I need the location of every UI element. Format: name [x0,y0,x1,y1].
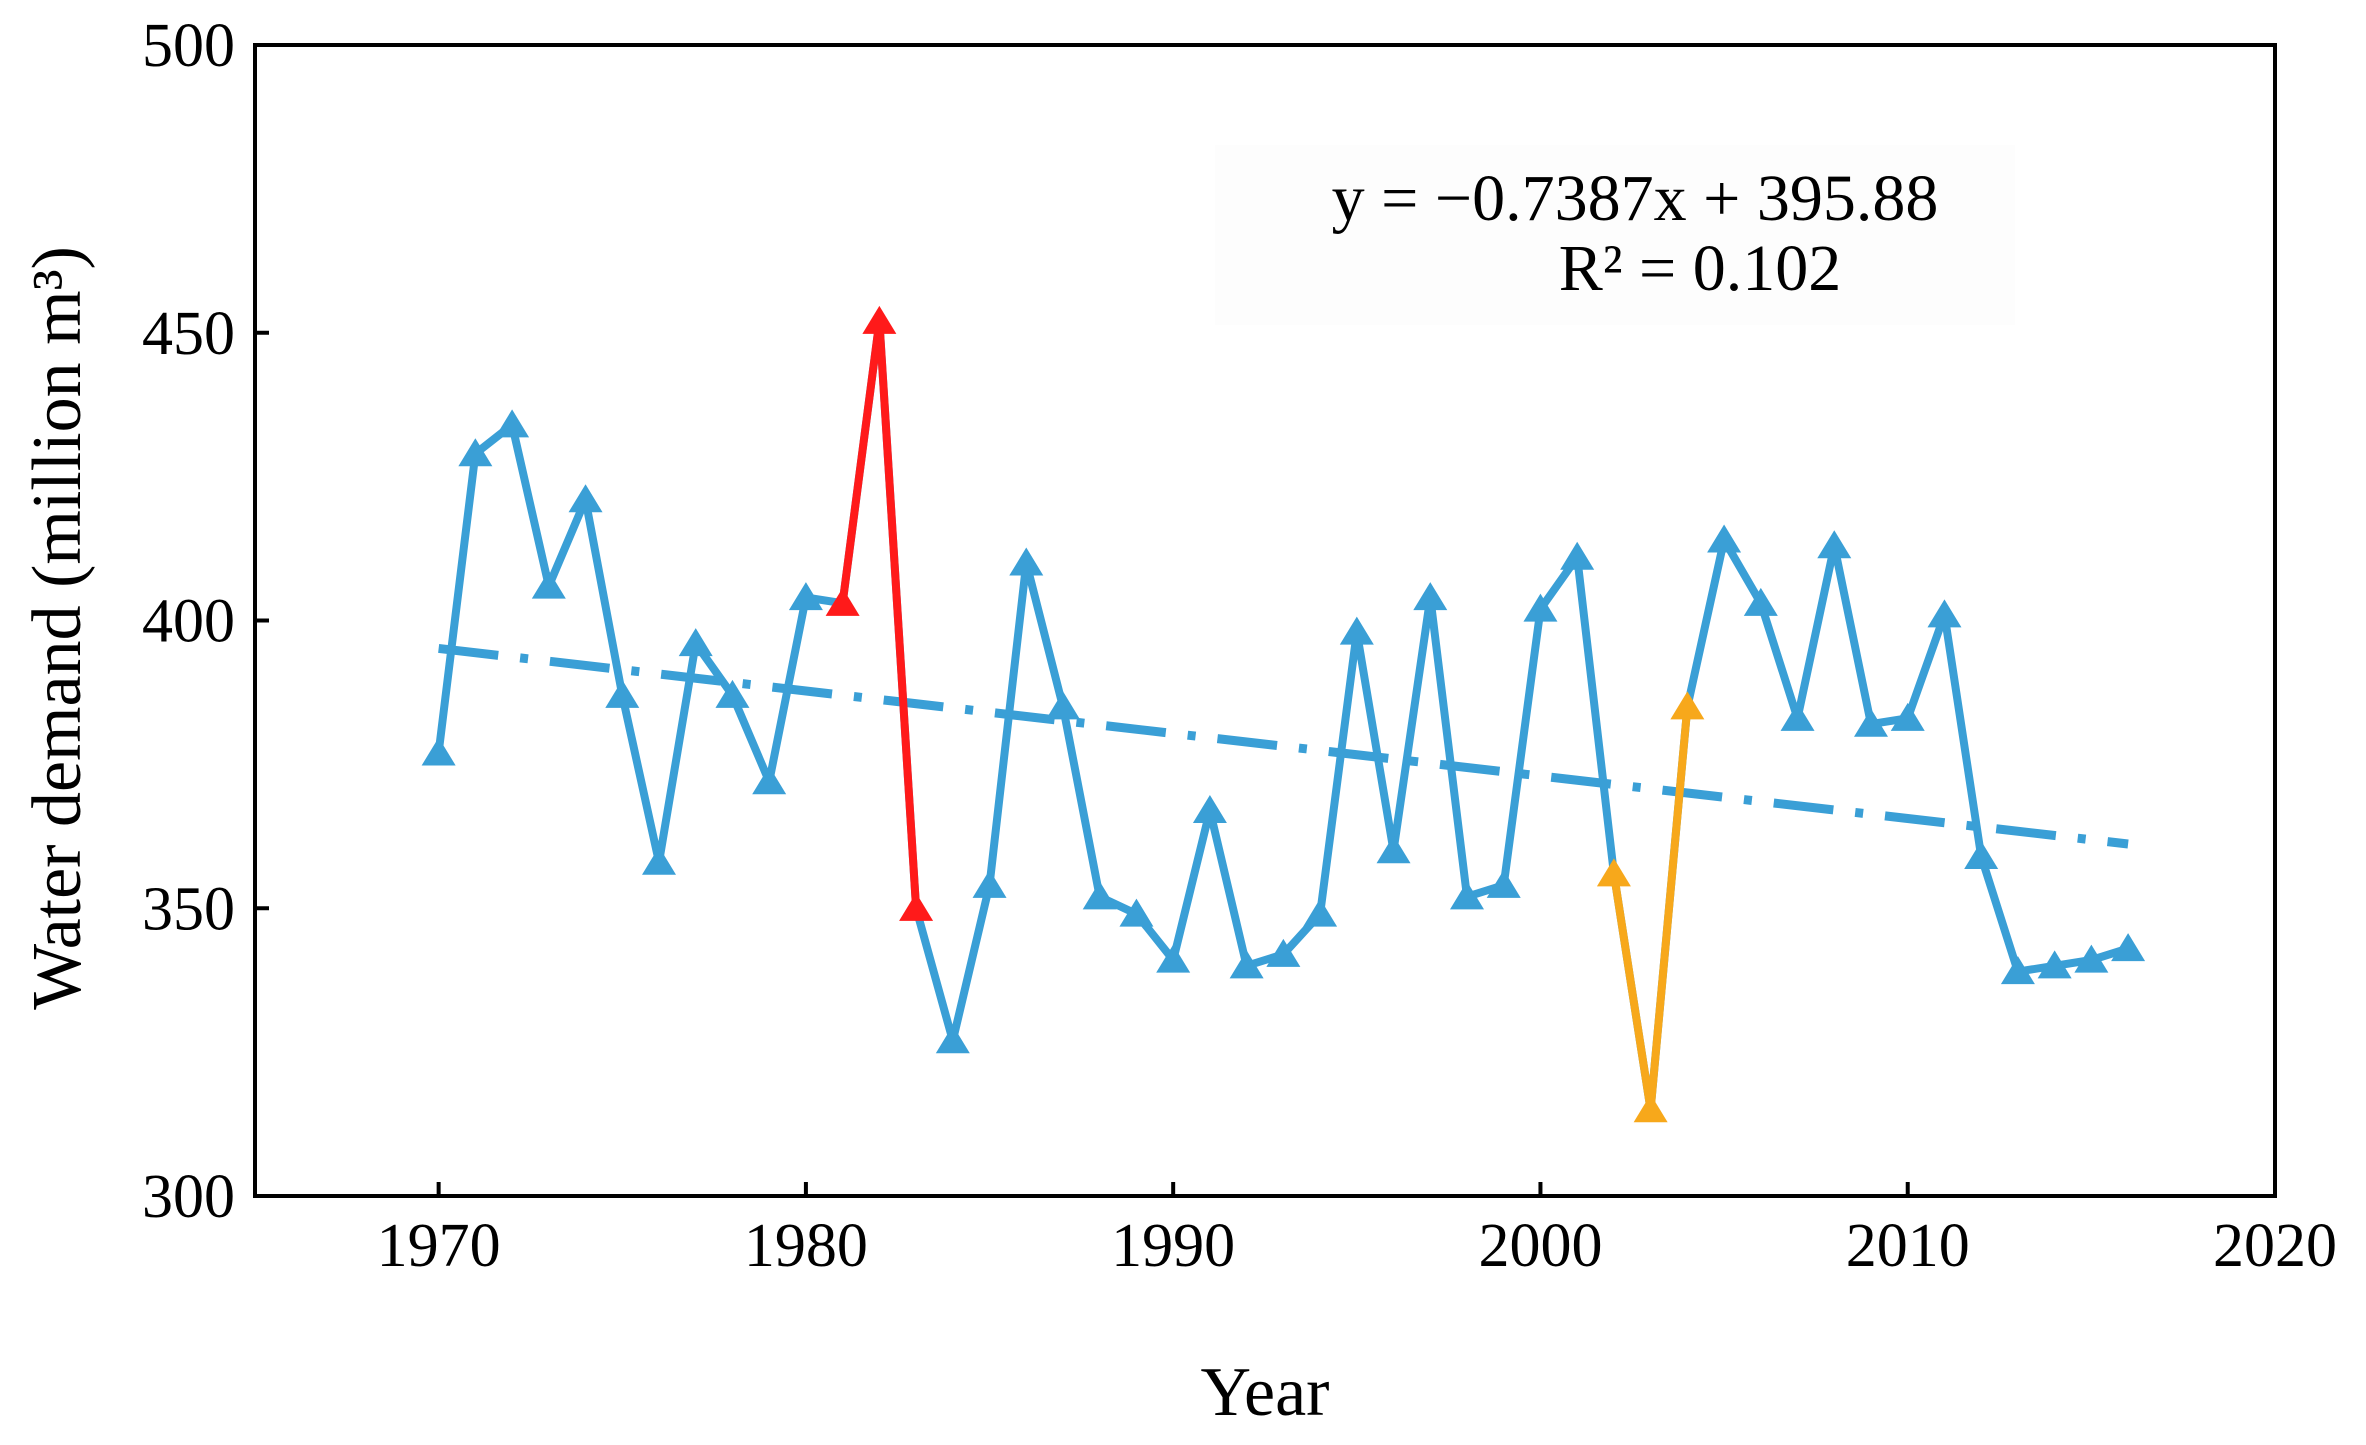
data-point-1987 [1046,691,1080,720]
data-point-1973 [531,570,566,599]
data-point-1974 [568,484,603,513]
x-tick-label-2020: 2020 [2213,1212,2337,1280]
data-point-1995 [1339,616,1374,645]
data-point-2005 [1707,524,1742,553]
y-axis-title: Water demand (million m³) [19,246,96,1010]
trend-r-squared: R² = 0.102 [1559,232,1842,305]
data-point-2013 [2000,956,2035,985]
data-point-2004 [1670,691,1705,720]
data-point-2009 [1854,708,1888,737]
data-point-1999 [1486,869,1521,898]
data-point-1996 [1376,835,1411,864]
data-point-1970 [421,737,456,766]
data-point-1980 [788,582,823,611]
data-point-1978 [715,679,750,708]
data-point-1990 [1156,944,1191,973]
data-point-2016 [2111,933,2146,962]
data-point-1981 [825,587,860,616]
data-point-1991 [1192,795,1227,824]
data-point-2008 [1817,530,1852,559]
data-point-2002 [1596,858,1631,887]
data-point-1977 [678,628,713,657]
data-point-1979 [752,766,787,795]
y-tick-label-300: 300 [142,1163,235,1231]
data-point-1983 [899,892,934,921]
data-point-2000 [1523,593,1558,622]
data-point-1994 [1303,898,1338,927]
data-point-1989 [1119,898,1154,927]
x-tick-label-1990: 1990 [1111,1212,1235,1280]
data-point-2001 [1560,541,1595,570]
marker-layer [421,305,2146,1123]
y-tick-label-400: 400 [142,588,235,656]
x-tick-label-1980: 1980 [744,1212,868,1280]
x-axis-title: Year [1201,1354,1330,1431]
data-point-2010 [1890,702,1925,731]
data-point-1975 [605,679,640,708]
data-point-1992 [1229,950,1264,979]
data-point-1976 [642,846,676,875]
data-point-1985 [972,869,1007,898]
x-tick-label-2000: 2000 [1478,1212,1602,1280]
data-point-1997 [1413,582,1448,611]
axis-layer: 1970 1980 1990 2000 2010 2020 300 350 400 450 500 [142,12,2337,1280]
y-tick-label-350: 350 [142,875,235,943]
data-point-1982 [862,305,897,334]
y-tick-label-450: 450 [142,300,235,368]
data-point-1993 [1266,938,1301,967]
data-point-2015 [2074,944,2109,973]
data-point-1972 [495,409,530,438]
x-tick-label-2010: 2010 [1846,1212,1970,1280]
data-point-2011 [1927,599,1962,628]
trend-equation: y = −0.7387x + 395.88 [1332,162,1939,235]
data-point-2014 [2037,950,2072,979]
data-point-2012 [1964,841,1999,870]
data-point-1971 [458,438,493,467]
data-point-2003 [1633,1094,1668,1123]
x-tick-label-1970: 1970 [377,1212,501,1280]
data-point-1998 [1450,881,1484,910]
equation-box: y = −0.7387x + 395.88 R² = 0.102 [1215,145,2015,325]
y-tick-label-500: 500 [142,12,235,80]
data-point-1986 [1009,547,1044,576]
data-point-1984 [935,1025,970,1054]
data-point-2006 [1743,587,1778,616]
data-point-2007 [1780,702,1815,731]
equation-background [1215,145,2015,325]
data-point-1988 [1082,881,1117,910]
